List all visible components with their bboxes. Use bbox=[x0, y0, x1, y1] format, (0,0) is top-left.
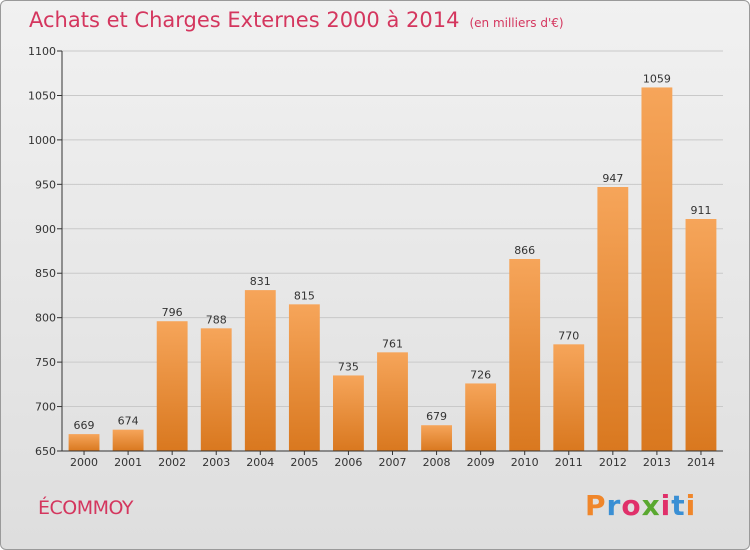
bar-2013 bbox=[641, 87, 673, 451]
data-label-2011: 770 bbox=[558, 329, 579, 342]
data-label-2003: 788 bbox=[206, 313, 227, 326]
y-tick-label: 900 bbox=[35, 223, 56, 236]
y-tick-label: 1000 bbox=[28, 134, 56, 147]
bar-2002 bbox=[156, 321, 188, 451]
data-label-2004: 831 bbox=[250, 275, 271, 288]
x-tick-label-2010: 2010 bbox=[511, 456, 539, 469]
data-label-2013: 1059 bbox=[643, 72, 671, 85]
x-tick-label-2009: 2009 bbox=[467, 456, 495, 469]
proxiti-logo: Proxiti bbox=[585, 489, 696, 522]
y-tick-label: 950 bbox=[35, 178, 56, 191]
x-tick-label-2000: 2000 bbox=[70, 456, 98, 469]
bar-2000 bbox=[68, 434, 100, 451]
x-tick-label-2011: 2011 bbox=[555, 456, 583, 469]
bar-2006 bbox=[333, 375, 364, 451]
y-tick-label: 1050 bbox=[28, 89, 56, 102]
chart-title-text: Achats et Charges Externes 2000 à 2014 bbox=[29, 8, 460, 32]
x-tick-label-2006: 2006 bbox=[334, 456, 362, 469]
bar-2003 bbox=[200, 328, 232, 451]
x-tick-label-2003: 2003 bbox=[202, 456, 230, 469]
logo-letter: o bbox=[621, 489, 642, 522]
data-label-2008: 679 bbox=[426, 410, 447, 423]
bars: 669 674 796 788 831 815 735 761 679 726 866 770 947 1… bbox=[68, 72, 717, 451]
bar-2009 bbox=[465, 383, 497, 451]
data-label-2010: 866 bbox=[514, 244, 535, 257]
bar-2005 bbox=[288, 304, 320, 451]
y-tick-label: 1100 bbox=[28, 45, 56, 58]
place-name: ÉCOMMOY bbox=[38, 497, 134, 519]
data-label-2006: 735 bbox=[338, 360, 359, 373]
data-label-2005: 815 bbox=[294, 289, 315, 302]
x-tick-label-2007: 2007 bbox=[379, 456, 407, 469]
x-tick-label-2002: 2002 bbox=[158, 456, 186, 469]
bar-2001 bbox=[112, 429, 144, 451]
bar-2010 bbox=[509, 259, 541, 451]
x-tick-label-2005: 2005 bbox=[290, 456, 318, 469]
bar-2014 bbox=[685, 219, 717, 451]
data-label-2000: 669 bbox=[74, 419, 95, 432]
x-tick-label-2001: 2001 bbox=[114, 456, 142, 469]
data-label-2012: 947 bbox=[602, 172, 623, 185]
x-tick-label-2004: 2004 bbox=[246, 456, 274, 469]
bar-2012 bbox=[597, 187, 629, 451]
chart-unit: (en milliers d'€) bbox=[469, 16, 564, 30]
logo-letter: i bbox=[685, 489, 697, 522]
data-label-2002: 796 bbox=[162, 306, 183, 319]
y-tick-label: 850 bbox=[35, 267, 56, 280]
logo-letter: P bbox=[585, 489, 607, 522]
x-tick-label-2008: 2008 bbox=[423, 456, 451, 469]
bar-2011 bbox=[553, 344, 585, 451]
bar-2008 bbox=[421, 425, 452, 451]
axes: 650 700 750 800 850 900 950 1000 1050 1100 2000 200… bbox=[28, 45, 723, 469]
data-label-2009: 726 bbox=[470, 368, 491, 381]
bar-2007 bbox=[377, 352, 408, 451]
data-label-2001: 674 bbox=[118, 415, 139, 428]
y-tick-label: 650 bbox=[35, 445, 56, 458]
y-tick-label: 700 bbox=[35, 401, 56, 414]
logo-letter: i bbox=[660, 489, 672, 522]
logo-letter: x bbox=[641, 489, 661, 522]
y-tick-label: 750 bbox=[35, 356, 56, 369]
data-label-2014: 911 bbox=[690, 204, 711, 217]
chart-title: Achats et Charges Externes 2000 à 2014 (e… bbox=[29, 8, 564, 32]
y-tick-label: 800 bbox=[35, 312, 56, 325]
x-tick-label-2014: 2014 bbox=[687, 456, 715, 469]
x-tick-label-2013: 2013 bbox=[643, 456, 671, 469]
bar-2004 bbox=[244, 290, 276, 451]
data-label-2007: 761 bbox=[382, 337, 403, 350]
x-tick-label-2012: 2012 bbox=[599, 456, 627, 469]
logo-letter: t bbox=[671, 489, 686, 522]
logo-letter: r bbox=[606, 489, 622, 522]
